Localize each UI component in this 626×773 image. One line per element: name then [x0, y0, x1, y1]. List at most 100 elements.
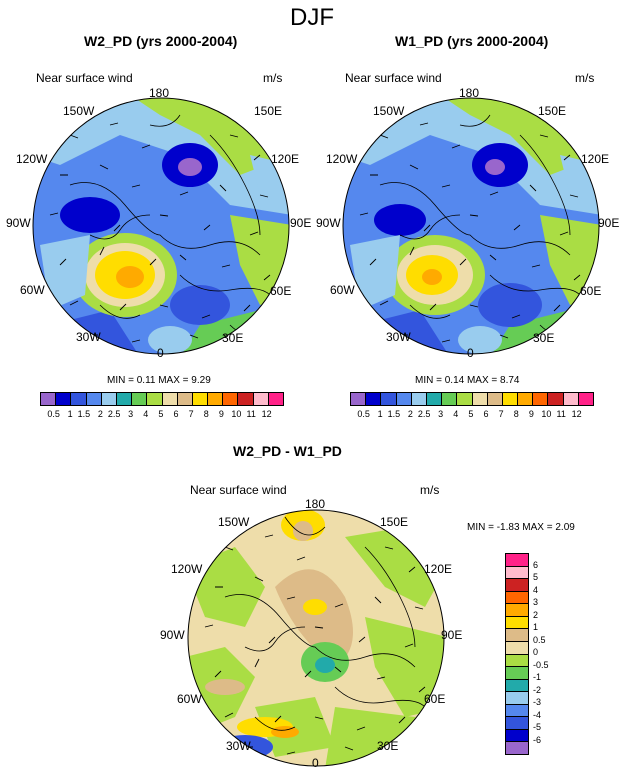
colorbar-tick-label: 0.5: [533, 634, 546, 645]
panel-diff-lon-120w: 120W: [171, 562, 203, 576]
colorbar-swatch: [506, 641, 528, 655]
colorbar-tick-label: 6: [173, 409, 179, 419]
colorbar-tick-label: -4: [533, 709, 542, 720]
panel-w1-lon-90w: 90W: [316, 216, 341, 230]
panel-w2-variable: Near surface wind: [36, 71, 133, 85]
panel-w1-lon-150e: 150E: [538, 104, 567, 118]
colorbar-tick-label: 11: [556, 409, 566, 419]
colorbar-swatch: [506, 729, 528, 743]
colorbar-swatch: [147, 393, 163, 405]
colorbar-swatch: [506, 579, 528, 592]
colorbar-tick-label: 12: [571, 409, 582, 419]
panel-diff-lon-180: 180: [305, 497, 326, 511]
panel-diff-colorbar: [505, 553, 529, 755]
panel-diff-lon-60e: 60E: [424, 692, 446, 706]
colorbar-tick-label: 8: [513, 409, 519, 419]
panel-w2-lon-90e: 90E: [290, 216, 312, 230]
panel-w2-lon-120w: 120W: [16, 152, 48, 166]
colorbar-swatch: [177, 393, 193, 405]
colorbar-tick-label: 2: [533, 609, 539, 620]
panel-diff-lon-90w: 90W: [160, 628, 185, 642]
colorbar-swatch: [506, 616, 528, 630]
panel-diff-lon-150e: 150E: [380, 515, 409, 529]
colorbar-swatch: [506, 742, 528, 754]
panel-w1-lon-150w: 150W: [373, 104, 405, 118]
colorbar-tick-label: -2: [533, 684, 542, 695]
colorbar-tick-label: 1: [377, 409, 383, 419]
panel-w2-lon-90w: 90W: [6, 216, 31, 230]
colorbar-swatch: [472, 393, 488, 405]
panel-w1-map: [342, 97, 600, 355]
panel-diff-lon-150w: 150W: [218, 515, 250, 529]
colorbar-tick-label: 3: [438, 409, 444, 419]
colorbar-tick-label: 2: [407, 409, 413, 419]
panel-w2-lon-180: 180: [149, 86, 170, 100]
colorbar-swatch: [268, 393, 283, 405]
panel-w1-lon-120w: 120W: [326, 152, 358, 166]
colorbar-tick-label: 10: [231, 409, 242, 419]
colorbar-tick-label: 4: [143, 409, 149, 419]
colorbar-tick-label: 0: [533, 647, 539, 657]
figure-title: DJF: [290, 4, 334, 31]
panel-w2-lon-60w: 60W: [20, 283, 45, 297]
colorbar-swatch: [396, 393, 412, 405]
colorbar-swatch: [101, 393, 117, 405]
colorbar-tick-label: -3: [533, 697, 542, 707]
colorbar-swatch: [238, 393, 254, 405]
panel-w2-lon-120e: 120E: [271, 152, 300, 166]
colorbar-swatch: [506, 604, 528, 617]
panel-w1-lon-0: 0: [467, 346, 474, 360]
colorbar-tick-label: -5: [533, 722, 542, 732]
colorbar-swatch: [506, 554, 528, 567]
colorbar-tick-label: 2.5: [417, 409, 431, 419]
colorbar-tick-label: 5: [158, 409, 164, 419]
panel-diff-units: m/s: [420, 483, 440, 497]
panel-w2-units: m/s: [263, 71, 283, 85]
colorbar-swatch: [506, 717, 528, 730]
colorbar-tick-label: 12: [261, 409, 272, 419]
colorbar-swatch: [506, 679, 528, 693]
colorbar-swatch: [366, 393, 382, 405]
colorbar-swatch: [506, 667, 528, 680]
panel-w2-lon-30e: 30E: [222, 331, 244, 345]
colorbar-tick-label: -0.5: [533, 659, 549, 670]
panel-w1-lon-60e: 60E: [580, 284, 602, 298]
colorbar-swatch: [502, 393, 519, 405]
colorbar-tick-label: -1: [533, 672, 542, 682]
colorbar-tick-label: -6: [533, 734, 542, 745]
panel-w1-colorbar: [350, 392, 594, 406]
colorbar-tick-label: 1.5: [77, 409, 91, 419]
colorbar-swatch: [162, 393, 178, 405]
panel-w2-lon-150w: 150W: [63, 104, 95, 118]
colorbar-tick-label: 3: [533, 597, 539, 607]
panel-w1-lon-120e: 120E: [581, 152, 610, 166]
colorbar-tick-label: 5: [533, 572, 539, 582]
colorbar-tick-label: 11: [246, 409, 256, 419]
panel-diff-lon-30w: 30W: [226, 739, 251, 753]
colorbar-tick-label: 4: [533, 584, 539, 595]
colorbar-tick-label: 6: [533, 559, 539, 570]
colorbar-swatch: [56, 393, 72, 405]
panel-w2-lon-0: 0: [157, 346, 164, 360]
panel-diff-title: W2_PD - W1_PD: [233, 443, 342, 459]
colorbar-swatch: [506, 692, 528, 705]
colorbar-swatch: [518, 393, 534, 405]
panel-diff-lon-90e: 90E: [441, 628, 463, 642]
colorbar-swatch: [41, 393, 57, 405]
panel-w1-lon-30e: 30E: [533, 331, 555, 345]
panel-w1-lon-180: 180: [459, 86, 480, 100]
colorbar-swatch: [411, 393, 427, 405]
colorbar-swatch: [506, 591, 528, 605]
panel-w1-lon-60w: 60W: [330, 283, 355, 297]
colorbar-swatch: [116, 393, 133, 405]
colorbar-swatch: [192, 393, 209, 405]
panel-diff-lon-0: 0: [312, 756, 319, 770]
colorbar-swatch: [253, 393, 269, 405]
colorbar-tick-label: 2: [97, 409, 103, 419]
colorbar-swatch: [208, 393, 224, 405]
colorbar-tick-label: 0.5: [357, 409, 370, 419]
colorbar-tick-label: 0.5: [47, 409, 60, 419]
panel-w2-map: [32, 97, 290, 355]
panel-w2-colorbar: [40, 392, 284, 406]
panel-w2-minmax: MIN = 0.11 MAX = 9.29: [107, 375, 211, 386]
